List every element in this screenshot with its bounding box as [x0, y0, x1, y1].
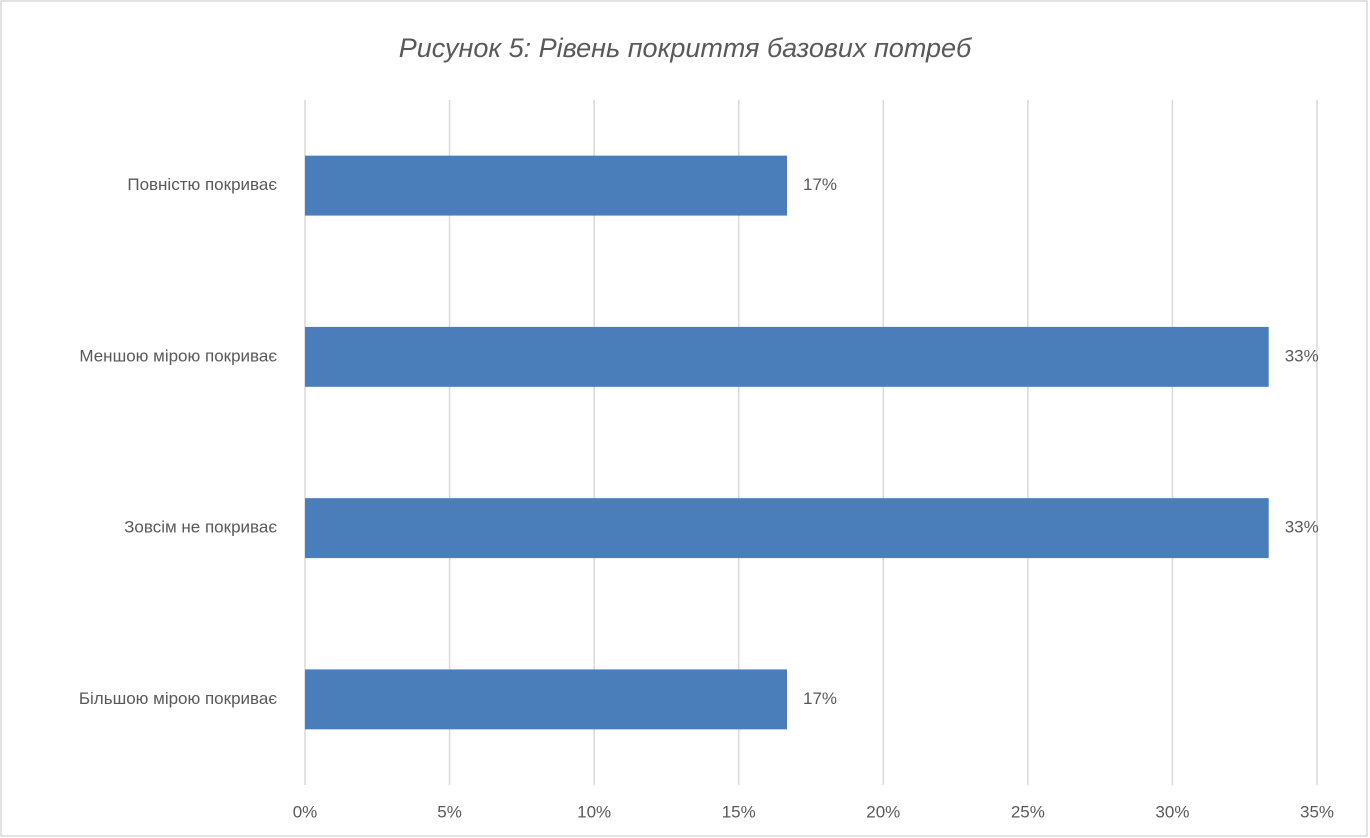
bar: [305, 326, 1269, 387]
x-tick-label: 20%: [866, 802, 900, 821]
x-tick-label: 10%: [577, 802, 611, 821]
bar: [305, 498, 1269, 559]
y-tick-label: Більшою мірою покриває: [79, 689, 277, 708]
y-tick-label: Меншою мірою покриває: [79, 346, 277, 365]
y-tick-label: Повністю покриває: [127, 175, 277, 194]
bar: [305, 669, 788, 730]
y-tick-label: Зовсім не покриває: [124, 518, 277, 537]
x-tick-label: 0%: [293, 802, 318, 821]
data-label: 17%: [803, 689, 837, 708]
x-tick-label: 5%: [437, 802, 462, 821]
bar: [305, 155, 788, 216]
x-tick-label: 30%: [1155, 802, 1189, 821]
data-label: 17%: [803, 175, 837, 194]
data-label: 33%: [1285, 518, 1319, 537]
chart-title: Рисунок 5: Рівень покриття базових потре…: [399, 33, 972, 63]
x-tick-label: 15%: [722, 802, 756, 821]
x-tick-label: 25%: [1011, 802, 1045, 821]
data-label: 33%: [1285, 346, 1319, 365]
x-tick-label: 35%: [1300, 802, 1334, 821]
